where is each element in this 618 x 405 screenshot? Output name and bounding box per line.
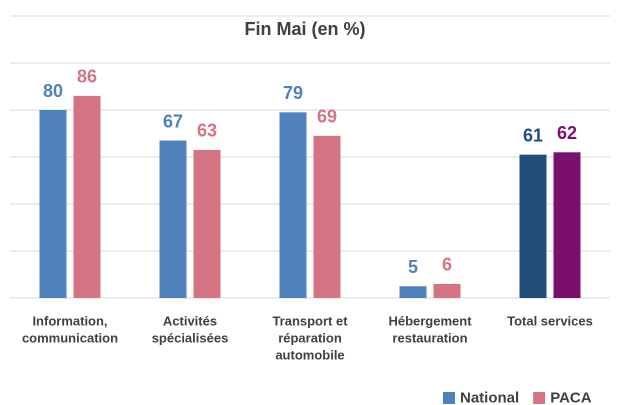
value-label: 5 bbox=[408, 257, 418, 277]
value-label: 62 bbox=[557, 123, 577, 143]
value-label: 61 bbox=[523, 125, 543, 145]
value-label: 79 bbox=[283, 83, 303, 103]
x-tick-label: Information, bbox=[32, 313, 107, 328]
value-label: 69 bbox=[317, 107, 337, 127]
bar bbox=[159, 140, 187, 298]
x-tick-label: réparation bbox=[278, 330, 342, 345]
bar bbox=[519, 154, 547, 298]
x-tick-label: Total services bbox=[507, 313, 593, 328]
value-label: 86 bbox=[77, 67, 97, 87]
legend-label: National bbox=[460, 389, 519, 405]
legend-swatch bbox=[533, 392, 546, 404]
legend-label: PACA bbox=[550, 389, 592, 405]
value-label: 63 bbox=[197, 121, 217, 141]
x-tick-label: Hébergement bbox=[388, 313, 472, 328]
x-tick-label: automobile bbox=[275, 347, 344, 362]
bar bbox=[399, 286, 427, 298]
bar bbox=[313, 135, 341, 298]
bar bbox=[39, 110, 67, 298]
x-tick-label: spécialisées bbox=[152, 330, 229, 345]
bar bbox=[279, 112, 307, 298]
bar bbox=[433, 283, 461, 298]
value-label: 80 bbox=[43, 81, 63, 101]
x-tick-label: Transport et bbox=[272, 313, 348, 328]
x-tick-label: Activités bbox=[163, 313, 217, 328]
chart-title: Fin Mai (en %) bbox=[245, 19, 366, 39]
value-label: 67 bbox=[163, 111, 183, 131]
bar bbox=[73, 95, 101, 299]
value-label: 6 bbox=[442, 255, 452, 275]
x-tick-label: restauration bbox=[392, 330, 467, 345]
x-tick-label: communication bbox=[22, 330, 118, 345]
bar bbox=[193, 149, 221, 298]
bar bbox=[553, 152, 581, 298]
legend-swatch bbox=[443, 392, 455, 404]
